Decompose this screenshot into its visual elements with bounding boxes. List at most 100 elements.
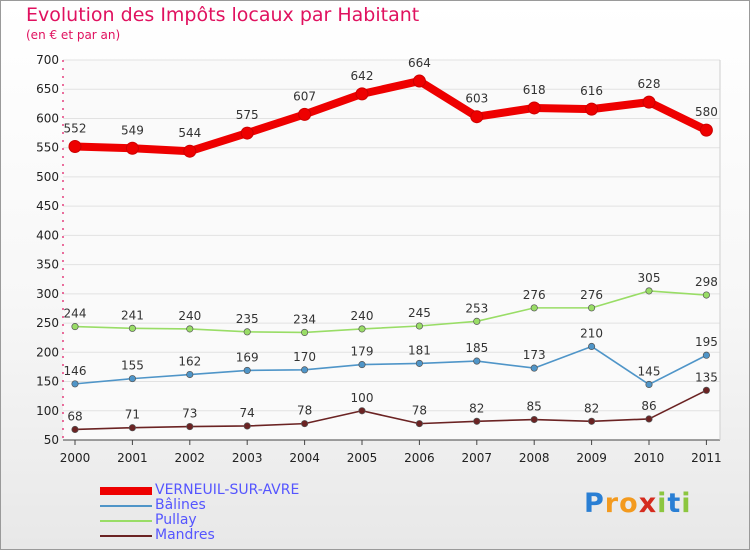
data-point: [71, 425, 79, 434]
data-point: [358, 407, 366, 415]
data-point: [645, 415, 653, 423]
data-label: 210: [580, 326, 603, 340]
data-label: 235: [236, 312, 259, 326]
data-label: 170: [293, 350, 316, 364]
data-point: [68, 140, 82, 154]
y-tick-label: 350: [36, 258, 59, 272]
x-tick-label: 2003: [232, 451, 263, 465]
chart-subtitle: (en € et par an): [26, 28, 121, 42]
data-label: 73: [182, 407, 197, 421]
y-tick-label: 250: [36, 316, 59, 330]
data-point: [71, 323, 79, 331]
data-point: [128, 424, 136, 432]
data-label: 68: [67, 409, 82, 423]
series-line: [74, 389, 708, 431]
data-point: [473, 317, 481, 325]
data-label: 169: [236, 350, 259, 364]
data-label: 549: [121, 123, 144, 137]
data-label: 82: [584, 401, 599, 415]
data-label: 253: [465, 301, 488, 315]
data-label: 85: [527, 400, 542, 414]
data-point: [301, 420, 309, 428]
data-point: [702, 386, 710, 394]
data-point: [128, 375, 136, 383]
x-tick-label: 2001: [117, 451, 148, 465]
data-point: [645, 380, 653, 389]
legend-swatch: [100, 505, 152, 507]
y-tick-label: 100: [36, 404, 59, 418]
data-label: 544: [178, 126, 201, 140]
data-point: [645, 287, 653, 295]
data-label: 240: [178, 309, 201, 323]
data-point: [415, 359, 423, 367]
y-tick-label: 400: [36, 228, 59, 242]
series-line: [74, 290, 708, 334]
data-point: [530, 415, 538, 424]
x-tick-label: 2002: [175, 451, 206, 465]
data-label: 185: [465, 341, 488, 355]
y-tick-label: 600: [36, 111, 59, 125]
x-tick-label: 2010: [634, 451, 665, 465]
data-point: [71, 380, 79, 388]
data-label: 244: [64, 307, 87, 321]
data-point: [358, 325, 366, 333]
x-tick-label: 2005: [347, 451, 378, 465]
x-tick-label: 2008: [519, 451, 550, 465]
data-label: 179: [351, 345, 374, 359]
data-point: [240, 126, 254, 140]
legend-swatch: [100, 487, 152, 495]
data-label: 173: [523, 348, 546, 362]
x-tick-label: 2006: [404, 451, 435, 465]
series-line: [74, 345, 708, 386]
x-tick-label: 2000: [60, 451, 91, 465]
data-label: 71: [125, 408, 140, 422]
legend-swatch: [100, 535, 152, 537]
data-point: [186, 423, 194, 431]
y-tick-label: 500: [36, 170, 59, 184]
data-point: [530, 304, 538, 312]
data-label: 234: [293, 312, 316, 326]
data-label: 616: [580, 84, 603, 98]
data-point: [355, 87, 369, 101]
data-label: 181: [408, 343, 431, 357]
data-point: [186, 325, 194, 333]
y-tick-label: 200: [36, 345, 59, 359]
legend-label: Bâlines: [155, 497, 206, 513]
y-tick-label: 150: [36, 375, 59, 389]
plot-area: [63, 60, 720, 440]
data-label: 162: [178, 355, 201, 369]
data-label: 245: [408, 306, 431, 320]
data-point: [128, 324, 136, 332]
data-point: [473, 357, 481, 365]
data-label: 78: [297, 404, 312, 418]
data-label: 240: [351, 309, 374, 323]
data-label: 664: [408, 56, 431, 70]
data-point: [588, 417, 596, 425]
data-point: [642, 95, 656, 109]
data-label: 607: [293, 89, 316, 103]
data-point: [588, 304, 596, 312]
data-point: [358, 361, 366, 369]
data-label: 305: [638, 271, 661, 285]
y-tick-label: 450: [36, 199, 59, 213]
data-label: 135: [695, 370, 718, 384]
data-label: 276: [580, 288, 603, 302]
x-tick-label: 2011: [691, 451, 722, 465]
data-point: [527, 101, 541, 115]
data-point: [183, 144, 197, 158]
data-point: [301, 366, 309, 374]
data-label: 78: [412, 404, 427, 418]
data-label: 100: [351, 391, 374, 405]
data-point: [298, 107, 312, 121]
data-label: 86: [641, 399, 656, 413]
data-point: [243, 422, 251, 430]
data-label: 195: [695, 335, 718, 349]
data-point: [699, 123, 713, 137]
data-label: 155: [121, 359, 144, 373]
data-point: [702, 291, 710, 299]
data-label: 575: [236, 108, 259, 122]
legend-label: Mandres: [155, 527, 215, 543]
data-point: [301, 328, 309, 336]
data-point: [125, 141, 139, 155]
